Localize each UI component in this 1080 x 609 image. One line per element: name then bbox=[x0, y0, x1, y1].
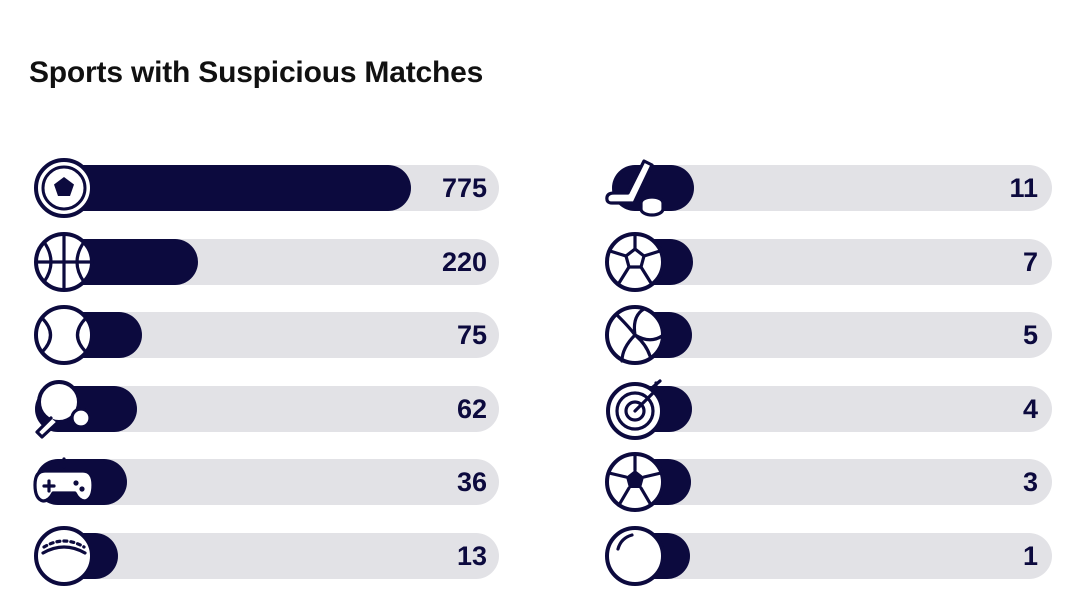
value-label: 1 bbox=[1022, 540, 1038, 571]
cricket-ball-icon bbox=[33, 525, 95, 587]
value-label: 3 bbox=[1022, 467, 1038, 497]
handball-icon bbox=[604, 231, 666, 293]
darts-icon bbox=[604, 378, 666, 440]
value-label: 75 bbox=[456, 320, 487, 350]
bar bbox=[35, 165, 411, 211]
value-label: 220 bbox=[441, 246, 487, 277]
chart-title: Sports with Suspicious Matches bbox=[29, 56, 484, 89]
soccer-ball-icon bbox=[33, 157, 95, 219]
value-label: 13 bbox=[456, 540, 487, 571]
snooker-icon bbox=[604, 525, 666, 587]
bar-row: 13 bbox=[34, 525, 499, 586]
table-tennis-icon bbox=[33, 378, 95, 440]
value-label: 775 bbox=[441, 173, 487, 203]
value-label: 11 bbox=[1009, 173, 1038, 203]
ice-hockey-icon bbox=[604, 157, 666, 219]
bar-row: 7 bbox=[605, 231, 1052, 292]
volleyball-icon bbox=[604, 304, 666, 366]
tennis-ball-icon bbox=[33, 304, 95, 366]
bar-row: 5 bbox=[605, 305, 1052, 365]
bar-row: 75 bbox=[34, 305, 499, 365]
futsal-icon bbox=[604, 451, 666, 513]
bar-row: 1 bbox=[605, 525, 1052, 586]
bar-row: 11 bbox=[605, 159, 1052, 217]
gamepad-icon bbox=[33, 451, 95, 513]
bar-row: 220 bbox=[34, 231, 499, 292]
bar-row: 62 bbox=[35, 379, 499, 439]
value-label: 4 bbox=[1022, 393, 1038, 424]
basketball-icon bbox=[33, 231, 95, 293]
value-label: 62 bbox=[456, 393, 487, 424]
bar-row: 36 bbox=[33, 457, 499, 505]
bar-row: 3 bbox=[605, 452, 1052, 512]
value-label: 7 bbox=[1022, 246, 1038, 277]
bar-row: 775 bbox=[34, 158, 499, 218]
value-label: 5 bbox=[1022, 320, 1038, 350]
value-label: 36 bbox=[456, 467, 487, 497]
bar-row: 4 bbox=[606, 378, 1052, 440]
